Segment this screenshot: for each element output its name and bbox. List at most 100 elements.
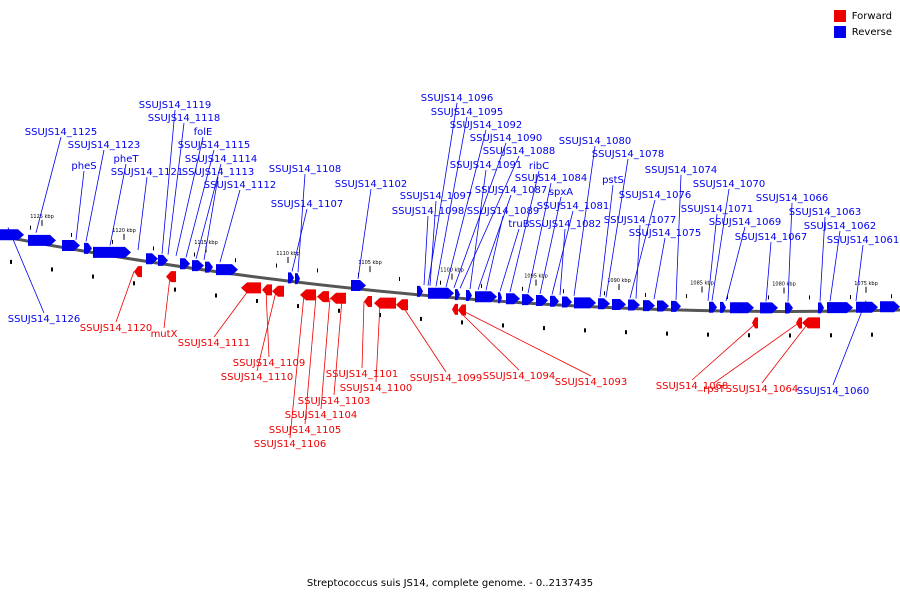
leader-line bbox=[265, 290, 270, 358]
leader-line bbox=[691, 323, 757, 381]
gene-label: SSUJS14_1114 bbox=[185, 154, 258, 165]
gene-features bbox=[0, 229, 900, 329]
gene-arrow bbox=[709, 301, 717, 313]
gene-label: SSUJS14_1110 bbox=[221, 372, 294, 383]
gene-label: SSUJS14_1077 bbox=[604, 215, 677, 226]
leader-line bbox=[509, 170, 540, 293]
minor-tick bbox=[666, 331, 668, 336]
map-caption: Streptococcus suis JS14, complete genome… bbox=[306, 578, 594, 589]
minor-tick bbox=[727, 294, 728, 299]
gene-label: SSUJS14_1076 bbox=[619, 190, 692, 201]
legend-reverse: Reverse bbox=[833, 24, 892, 40]
minor-tick bbox=[871, 332, 873, 337]
gene-label: SSUJS14_1078 bbox=[592, 149, 665, 160]
minor-tick bbox=[112, 239, 113, 244]
leader-line bbox=[707, 213, 718, 301]
leader-line bbox=[605, 158, 629, 298]
leader-line bbox=[304, 296, 317, 425]
gene-label: SSUJS14_1113 bbox=[182, 167, 255, 178]
minor-tick bbox=[809, 295, 810, 300]
tick-label: 1115 kbp bbox=[194, 240, 218, 246]
leader-line bbox=[599, 184, 614, 298]
tick-label: 1105 kbp bbox=[358, 260, 382, 266]
leader-line bbox=[477, 194, 512, 290]
gene-label: SSUJS14_1071 bbox=[681, 204, 754, 215]
gene-arrow bbox=[796, 317, 802, 329]
leader-line bbox=[320, 297, 331, 410]
minor-tick bbox=[235, 258, 236, 263]
gene-arrow bbox=[752, 317, 758, 329]
gene-arrow bbox=[288, 272, 294, 284]
leader-line bbox=[167, 122, 185, 255]
leader-line bbox=[291, 208, 308, 272]
gene-arrow bbox=[452, 303, 458, 315]
gene-arrow bbox=[241, 282, 261, 294]
leader-line bbox=[559, 228, 566, 296]
minor-tick bbox=[317, 268, 318, 273]
gene-label: SSUJS14_1120 bbox=[80, 323, 153, 334]
gene-label: SSUJS14_1068 bbox=[656, 381, 729, 392]
gene-label: SSUJS14_1123 bbox=[68, 140, 141, 151]
legend-forward-label: Forward bbox=[851, 10, 892, 22]
leader-line bbox=[85, 149, 105, 242]
minor-tick bbox=[71, 232, 72, 237]
leader-line bbox=[423, 215, 429, 286]
gene-labels: SSUJS14_1126 SSUJS14_1125 SSUJS14_1123 pheS… bbox=[8, 93, 900, 450]
gene-label: SSUJS14_1092 bbox=[450, 120, 523, 131]
legend-forward: Forward bbox=[833, 8, 892, 24]
gene-arrow bbox=[205, 261, 213, 273]
gene-label: SSUJS14_1074 bbox=[645, 165, 718, 176]
leader-line bbox=[401, 305, 447, 373]
minor-tick bbox=[707, 332, 709, 337]
gene-arrow bbox=[475, 291, 497, 303]
gene-label: SSUJS14_1125 bbox=[25, 127, 98, 138]
gene-arrow bbox=[598, 298, 610, 310]
leader-line bbox=[161, 109, 176, 254]
minor-tick bbox=[194, 252, 195, 257]
gene-label: SSUJS14_1119 bbox=[139, 100, 212, 111]
leader-line bbox=[357, 188, 372, 279]
gene-arrow bbox=[272, 285, 284, 297]
gene-label: SSUJS14_1121 bbox=[111, 167, 184, 178]
gene-arrow bbox=[550, 295, 559, 307]
gene-label: mutX bbox=[151, 329, 178, 340]
gene-arrow bbox=[671, 300, 681, 312]
gene-label: SSUJS14_1070 bbox=[693, 179, 766, 190]
leader-line bbox=[115, 271, 135, 323]
gene-label: SSUJS14_1060 bbox=[797, 386, 870, 397]
gene-label: SSUJS14_1091 bbox=[450, 160, 523, 171]
tick-label: 1075 kbp bbox=[854, 281, 878, 287]
gene-label: SSUJS14_1066 bbox=[756, 193, 829, 204]
leader-line bbox=[7, 227, 45, 314]
minor-tick bbox=[850, 295, 851, 300]
gene-label: SSUJS14_1084 bbox=[515, 173, 588, 184]
gene-label: SSUJS14_1067 bbox=[735, 232, 808, 243]
gene-arrow bbox=[180, 258, 190, 270]
gene-arrow bbox=[330, 292, 346, 304]
gene-arrow bbox=[574, 297, 596, 309]
minor-tick bbox=[338, 308, 340, 313]
label-leaders bbox=[7, 102, 867, 439]
tick-label: 1125 kbp bbox=[30, 214, 54, 220]
leader-line bbox=[787, 202, 793, 302]
gene-arrow bbox=[536, 295, 548, 307]
tick-label: 1095 kbp bbox=[524, 274, 548, 280]
gene-arrow bbox=[317, 291, 329, 303]
minor-tick bbox=[133, 281, 135, 286]
gene-label: SSUJS14_1088 bbox=[483, 146, 556, 157]
minor-tick bbox=[891, 294, 892, 299]
minor-tick bbox=[10, 259, 12, 264]
leader-line bbox=[163, 276, 171, 329]
gene-label: SSUJS14_1081 bbox=[537, 201, 610, 212]
gene-label: spxA bbox=[549, 187, 573, 198]
leader-line bbox=[573, 145, 596, 296]
gene-label: SSUJS14_1090 bbox=[470, 133, 543, 144]
gene-arrow bbox=[628, 299, 640, 311]
leader-line bbox=[499, 228, 520, 292]
leader-line bbox=[765, 241, 772, 302]
leader-line bbox=[675, 174, 682, 300]
gene-arrow bbox=[827, 302, 853, 314]
gene-arrow bbox=[880, 301, 900, 313]
minor-tick bbox=[51, 267, 53, 272]
gene-arrow bbox=[84, 242, 92, 254]
